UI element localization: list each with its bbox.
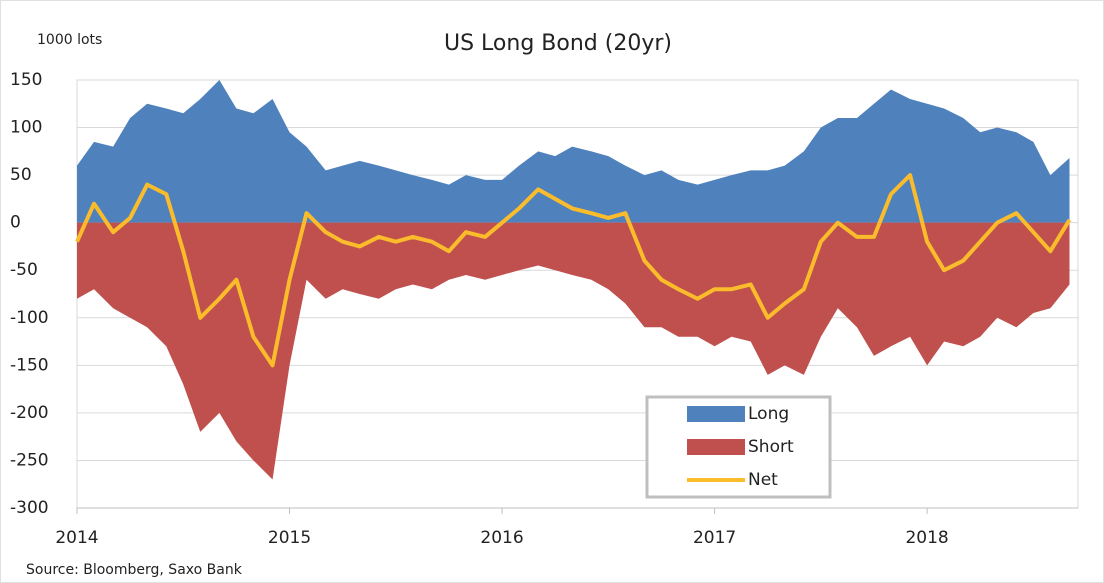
chart-title: US Long Bond (20yr)	[444, 31, 672, 56]
y-tick-label: -50	[10, 260, 38, 280]
x-tick-label: 2014	[55, 528, 98, 548]
line-net	[75, 173, 1072, 368]
x-tick-label: 2016	[480, 528, 523, 548]
y-tick-label: 0	[10, 213, 21, 233]
y-axis-label: 1000 lots	[37, 32, 102, 48]
legend-label: Short	[748, 437, 794, 457]
area-long	[77, 80, 1070, 223]
legend-swatch	[687, 406, 745, 422]
legend-swatch	[687, 439, 745, 455]
y-tick-label: 150	[10, 70, 42, 90]
legend-label: Long	[748, 404, 789, 424]
y-tick-label: -200	[10, 403, 49, 423]
y-tick-label: -150	[10, 355, 49, 375]
y-tick-label: 100	[10, 118, 42, 138]
y-tick-label: -100	[10, 308, 49, 328]
source-note: Source: Bloomberg, Saxo Bank	[26, 562, 243, 578]
y-tick-label: -250	[10, 450, 49, 470]
x-tick-label: 2017	[693, 528, 736, 548]
y-tick-label: 50	[10, 165, 32, 185]
y-tick-label: -300	[10, 498, 49, 518]
x-tick-label: 2015	[268, 528, 311, 548]
legend-label: Net	[748, 470, 778, 490]
area-short	[77, 222, 1070, 480]
x-tick-label: 2018	[905, 528, 948, 548]
